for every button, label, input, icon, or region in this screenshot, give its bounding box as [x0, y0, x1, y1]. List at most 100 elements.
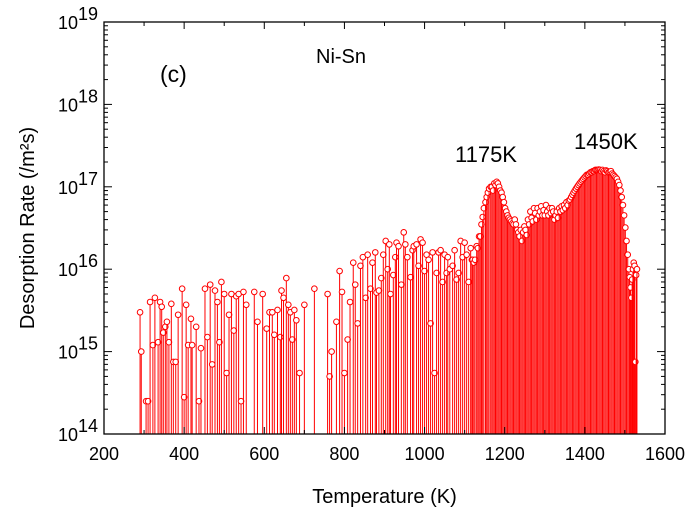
y-tick-label: 10 — [58, 425, 78, 445]
data-point — [204, 333, 211, 341]
data-point — [371, 249, 379, 256]
data-point — [451, 246, 458, 254]
data-point — [195, 397, 203, 405]
data-point — [214, 298, 221, 306]
data-point — [269, 308, 276, 316]
data-point — [254, 318, 261, 326]
data-point — [160, 329, 167, 336]
data-point — [616, 181, 623, 189]
data-point — [296, 369, 303, 377]
data-point — [168, 300, 175, 308]
data-point — [455, 269, 462, 277]
data-marks — [136, 166, 641, 434]
peak-annotation-1175k: 1175K — [455, 142, 517, 167]
data-point — [151, 294, 159, 302]
data-point — [500, 198, 508, 206]
data-point — [467, 244, 474, 252]
data-point — [285, 301, 292, 309]
x-axis-ticks: 200 400 600 800 1000 1200 1400 1600 — [89, 22, 685, 464]
y-tick-exponent: 14 — [78, 416, 98, 436]
x-tick-label: 800 — [329, 444, 359, 464]
y-tick-label: 10 — [58, 343, 78, 363]
data-point — [620, 212, 628, 219]
y-tick-label: 10 — [58, 95, 78, 115]
data-point — [479, 213, 486, 221]
data-point — [336, 267, 343, 275]
data-point — [623, 237, 630, 245]
data-point — [311, 285, 318, 292]
data-point — [449, 262, 456, 270]
data-point — [218, 278, 225, 286]
data-point — [211, 287, 219, 294]
data-point — [220, 290, 228, 298]
data-point — [293, 316, 300, 324]
data-point — [439, 278, 446, 286]
y-tick-exponent: 18 — [78, 86, 98, 106]
data-point — [437, 246, 444, 254]
data-point — [427, 320, 434, 327]
data-point — [259, 290, 266, 298]
data-point — [289, 336, 296, 343]
data-point — [619, 201, 627, 209]
x-tick-label: 1000 — [405, 444, 445, 464]
data-point — [180, 393, 188, 401]
data-point — [633, 265, 641, 273]
data-point — [444, 253, 452, 261]
data-point — [277, 333, 284, 341]
data-point — [392, 253, 399, 261]
data-point — [367, 285, 374, 292]
data-point — [208, 361, 216, 368]
data-point — [349, 259, 357, 266]
y-tick-label: 10 — [58, 13, 78, 33]
x-tick-label: 1600 — [645, 444, 685, 464]
data-point — [280, 294, 287, 302]
data-point — [421, 267, 428, 275]
data-point — [271, 331, 278, 339]
x-tick-label: 400 — [169, 444, 199, 464]
data-point — [144, 397, 152, 405]
y-tick-exponent: 19 — [78, 4, 98, 24]
data-point — [240, 288, 247, 296]
data-point — [174, 311, 182, 319]
data-point — [187, 315, 195, 323]
peak-annotation-1450k: 1450K — [574, 129, 638, 154]
data-point — [182, 301, 190, 309]
data-point — [278, 287, 285, 294]
data-point — [622, 224, 629, 231]
data-point — [206, 281, 214, 288]
data-point — [624, 251, 632, 258]
y-tick-exponent: 17 — [78, 169, 98, 189]
data-point — [326, 373, 333, 380]
data-point — [201, 285, 209, 292]
data-point — [263, 325, 270, 332]
y-tick-exponent: 16 — [78, 251, 98, 271]
data-point — [413, 241, 420, 248]
data-point — [369, 259, 376, 266]
data-point — [163, 318, 171, 326]
data-point — [419, 239, 426, 246]
data-point — [301, 301, 308, 309]
data-point — [415, 262, 422, 270]
x-tick-label: 1200 — [485, 444, 525, 464]
data-point — [149, 341, 157, 349]
data-point — [400, 229, 408, 236]
data-point — [617, 187, 624, 194]
data-point — [402, 241, 409, 248]
data-point — [188, 341, 196, 349]
data-point — [242, 301, 250, 309]
x-tick-label: 200 — [89, 444, 119, 464]
data-point — [618, 193, 626, 201]
sample-annotation: Ni-Sn — [316, 46, 366, 68]
data-point — [192, 323, 200, 331]
data-point — [341, 369, 348, 377]
data-point — [216, 338, 223, 346]
data-point — [178, 285, 186, 292]
data-point — [632, 271, 640, 279]
data-point — [354, 320, 361, 327]
data-point — [154, 338, 162, 346]
panel-label: (c) — [160, 61, 187, 87]
data-point — [395, 242, 402, 250]
data-point — [197, 344, 205, 352]
